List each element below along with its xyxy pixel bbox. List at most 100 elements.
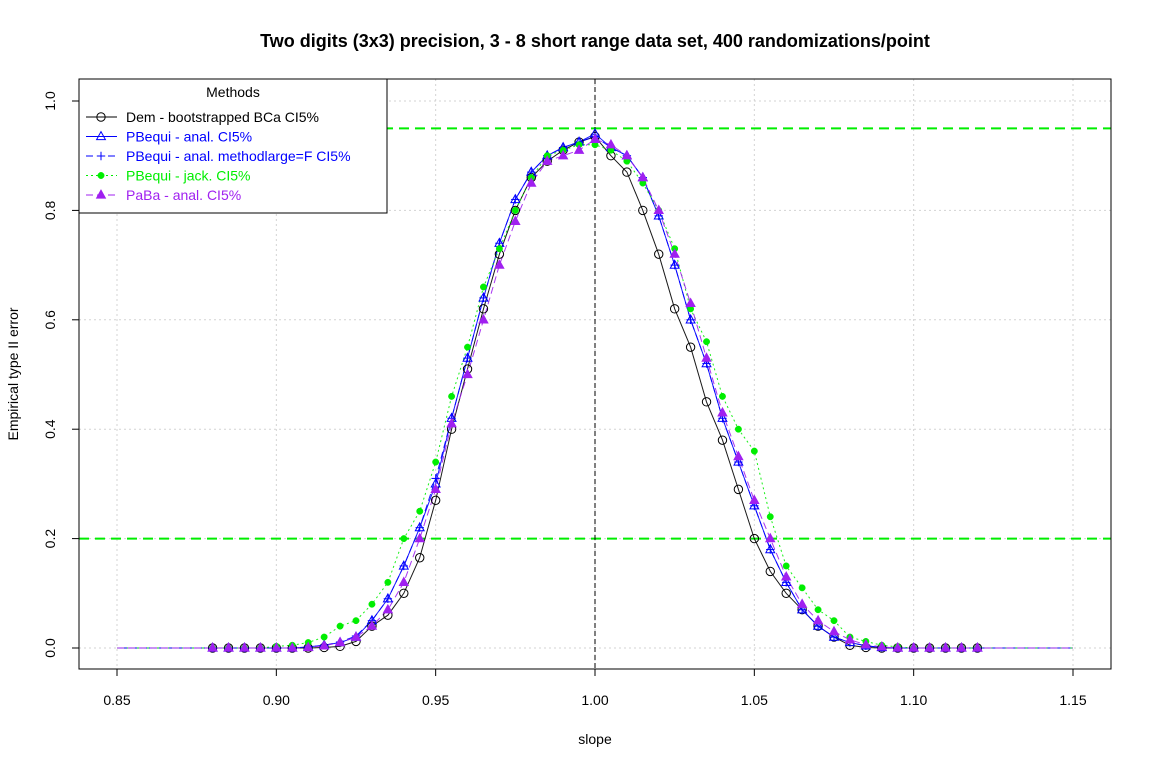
data-point: [511, 195, 520, 204]
x-tick-label: 0.85: [103, 692, 130, 708]
data-point: [271, 642, 282, 652]
legend-label: PBequi - anal. CI5%: [126, 129, 252, 145]
data-point: [430, 495, 441, 506]
data-point: [255, 642, 266, 652]
data-point: [510, 205, 521, 216]
data-point: [749, 533, 760, 544]
data-point: [701, 397, 712, 407]
data-point: [320, 633, 328, 641]
data-point: [749, 494, 760, 504]
data-point: [494, 259, 505, 269]
data-point: [717, 435, 728, 445]
data-point: [589, 133, 601, 143]
data-point: [430, 483, 441, 494]
data-point: [669, 304, 680, 314]
data-point: [814, 606, 822, 614]
data-point: [415, 523, 424, 532]
data-point: [876, 641, 888, 651]
data-point: [510, 215, 521, 225]
data-point: [350, 631, 362, 641]
data-point: [686, 315, 695, 324]
data-point: [765, 532, 776, 543]
data-point: [860, 638, 872, 649]
data-point: [766, 545, 775, 554]
data-point: [368, 600, 376, 608]
data-point: [223, 642, 234, 652]
data-point: [780, 571, 792, 581]
data-point: [479, 293, 488, 303]
data-point: [414, 532, 425, 543]
data-point: [670, 260, 679, 270]
legend-marker: [96, 112, 106, 122]
legend-entry-3: PBequi - jack. CI5%: [86, 168, 251, 184]
data-point: [366, 620, 378, 630]
legend-marker: [95, 130, 107, 141]
data-point: [302, 641, 314, 652]
legend-label: PBequi - anal. methodlarge=F CI5%: [126, 148, 351, 164]
legend-marker: [96, 151, 106, 161]
x-tick-label: 1.05: [741, 692, 768, 708]
legend-title: Methods: [206, 84, 260, 100]
data-point: [431, 474, 440, 483]
data-point: [239, 642, 250, 652]
data-point: [478, 304, 489, 314]
data-point: [399, 561, 408, 571]
data-point: [750, 447, 758, 455]
data-point: [828, 625, 840, 636]
data-point: [685, 342, 696, 352]
legend: Methods Dem - bootstrapped BCa CI5% PBequ…: [78, 78, 388, 214]
legend-entry-0: Dem - bootstrapped BCa CI5%: [86, 109, 319, 125]
legend-label: Dem - bootstrapped BCa CI5%: [126, 109, 319, 125]
data-point: [622, 167, 632, 177]
data-point: [334, 636, 346, 647]
data-point: [637, 171, 649, 182]
data-point: [511, 206, 519, 214]
y-tick-label: 0.0: [42, 638, 58, 658]
data-points: [207, 127, 983, 653]
data-point: [892, 642, 903, 652]
data-point: [382, 603, 394, 614]
data-point: [844, 633, 856, 644]
axes: 0.85 0.90 0.95 1.00 1.05 1.10 1.15 0.0 0.2 0.4 0.6…: [42, 78, 1112, 708]
data-point: [557, 149, 569, 160]
data-point: [287, 642, 298, 652]
x-axis-label: slope: [578, 731, 612, 747]
data-point: [812, 614, 824, 625]
data-point: [719, 392, 726, 400]
data-point: [446, 417, 457, 428]
y-tick-label: 1.0: [42, 91, 58, 111]
data-point: [478, 313, 489, 324]
data-point: [464, 343, 471, 351]
data-point: [495, 245, 503, 253]
data-point: [336, 622, 344, 630]
data-point: [432, 458, 440, 466]
legend-entry-2: PBequi - anal. methodlarge=F CI5%: [86, 148, 351, 164]
data-point: [940, 642, 951, 652]
x-tick-label: 1.15: [1059, 692, 1086, 708]
data-point: [398, 576, 410, 587]
data-point: [399, 588, 409, 598]
data-point: [605, 138, 617, 149]
y-tick-label: 0.6: [42, 310, 58, 330]
data-point: [462, 368, 473, 379]
data-point: [654, 249, 664, 259]
legend-marker: [95, 189, 107, 199]
data-point: [924, 642, 935, 652]
legend-entry-4: PaBa - anal. CI5%: [86, 187, 241, 203]
data-point: [318, 639, 330, 650]
x-tick-label: 0.90: [263, 692, 290, 708]
data-point: [383, 594, 393, 603]
data-point: [400, 535, 408, 543]
data-point: [448, 392, 456, 400]
data-point: [956, 642, 967, 652]
data-point: [782, 562, 790, 570]
data-point: [798, 584, 806, 592]
data-point: [703, 338, 710, 346]
data-point: [573, 144, 585, 154]
data-point: [733, 450, 744, 461]
legend-label: PBequi - jack. CI5%: [126, 168, 251, 184]
data-point: [734, 425, 742, 433]
data-point: [717, 406, 728, 417]
data-point: [972, 642, 983, 652]
